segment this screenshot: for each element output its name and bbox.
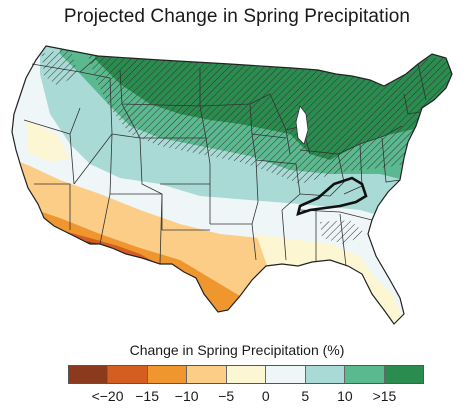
legend-title: Change in Spring Precipitation (%) xyxy=(129,342,345,358)
legend-tick-label: >15 xyxy=(372,388,397,404)
zone-neutral-west xyxy=(26,120,70,162)
legend-swatch xyxy=(305,366,346,383)
map-title: Projected Change in Spring Precipitation xyxy=(63,6,411,27)
precipitation-map xyxy=(11,45,453,325)
legend-tick-label: 5 xyxy=(301,388,310,404)
legend-swatch xyxy=(345,366,385,383)
lake-michigan xyxy=(295,105,309,145)
legend-swatch xyxy=(69,366,109,383)
hatch-northwest xyxy=(42,48,78,86)
legend-color-bar xyxy=(68,365,424,384)
legend-tick-label: −5 xyxy=(218,388,235,404)
hatch-southeast xyxy=(320,220,366,244)
state-lines-midwest xyxy=(199,93,345,225)
legend-tick-label: 10 xyxy=(337,388,353,404)
state-lines-plains xyxy=(119,68,257,261)
legend-swatch xyxy=(187,366,227,383)
state-boundaries xyxy=(23,57,427,267)
legend-swatch xyxy=(147,366,188,383)
legend-swatch xyxy=(108,366,148,383)
legend-tick-label: −15 xyxy=(135,388,159,404)
legend-swatch xyxy=(266,366,306,383)
legend-tick-label: 0 xyxy=(261,388,270,404)
legend-tick-label: <−20 xyxy=(91,388,124,404)
legend-swatch xyxy=(226,366,267,383)
kentucky-outline xyxy=(296,176,368,216)
legend-swatch xyxy=(384,366,423,383)
legend-tick-label: −10 xyxy=(174,388,199,404)
legend-tick-labels: <−20 −15 −10 −5 0 5 10 >15 xyxy=(0,388,474,406)
